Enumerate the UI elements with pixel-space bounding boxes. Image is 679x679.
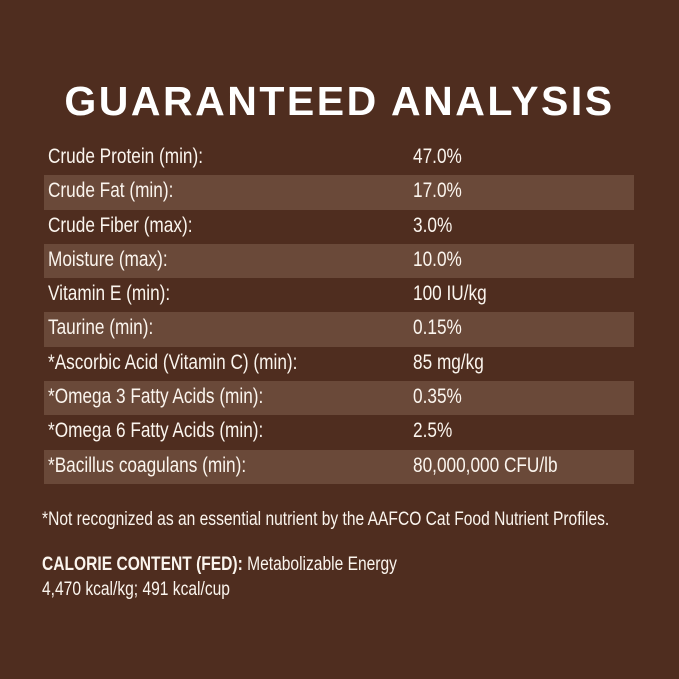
row-label: *Bacillus coagulans (min): xyxy=(48,453,247,477)
table-row: Crude Fiber (max): 3.0% xyxy=(44,210,634,244)
row-label: *Omega 3 Fatty Acids (min): xyxy=(48,385,264,409)
table-row: *Omega 3 Fatty Acids (min): 0.35% xyxy=(44,381,634,416)
row-label: Crude Fiber (max): xyxy=(48,213,193,237)
row-value: 0.35% xyxy=(413,385,462,409)
calorie-heading: CALORIE CONTENT (FED): xyxy=(42,554,243,575)
table-row: *Ascorbic Acid (Vitamin C) (min): 85 mg/k… xyxy=(44,347,634,381)
row-value: 85 mg/kg xyxy=(413,350,484,374)
page-title: GUARANTEED ANALYSIS xyxy=(64,78,615,124)
table-row: Vitamin E (min): 100 IU/kg xyxy=(44,278,634,312)
row-value: 3.0% xyxy=(413,213,453,237)
table-row: *Omega 6 Fatty Acids (min): 2.5% xyxy=(44,415,634,449)
row-label: Vitamin E (min): xyxy=(48,282,171,306)
table-row: Moisture (max): 10.0% xyxy=(44,243,634,279)
row-label: Moisture (max): xyxy=(48,247,168,271)
table-row: Crude Fat (min): 17.0% xyxy=(44,175,634,210)
calorie-text: Metabolizable Energy xyxy=(242,554,397,575)
row-label: *Omega 6 Fatty Acids (min): xyxy=(48,419,264,443)
row-label: Taurine (min): xyxy=(48,316,154,340)
row-label: Crude Protein (min): xyxy=(48,145,204,168)
row-value: 80,000,000 CFU/lb xyxy=(413,453,558,477)
row-value: 47.0% xyxy=(413,145,462,168)
table-row: Crude Protein (min): 47.0% xyxy=(44,141,634,175)
row-label: Crude Fat (min): xyxy=(48,179,174,203)
analysis-table: Crude Protein (min): 47.0% Crude Fat (min… xyxy=(44,141,634,484)
table-row: *Bacillus coagulans (min): 80,000,000 CFU… xyxy=(44,449,634,484)
table-row: Taurine (min): 0.15% xyxy=(44,312,634,347)
row-label: *Ascorbic Acid (Vitamin C) (min): xyxy=(48,350,298,374)
row-value: 100 IU/kg xyxy=(413,282,487,306)
row-value: 10.0% xyxy=(413,247,462,271)
calorie-content: CALORIE CONTENT (FED): Metabolizable Ene… xyxy=(42,552,397,602)
footnote: *Not recognized as an essential nutrient… xyxy=(42,509,610,530)
row-value: 17.0% xyxy=(413,179,462,203)
calorie-values: 4,470 kcal/kg; 491 kcal/cup xyxy=(42,579,230,600)
row-value: 2.5% xyxy=(413,419,453,443)
row-value: 0.15% xyxy=(413,316,462,340)
